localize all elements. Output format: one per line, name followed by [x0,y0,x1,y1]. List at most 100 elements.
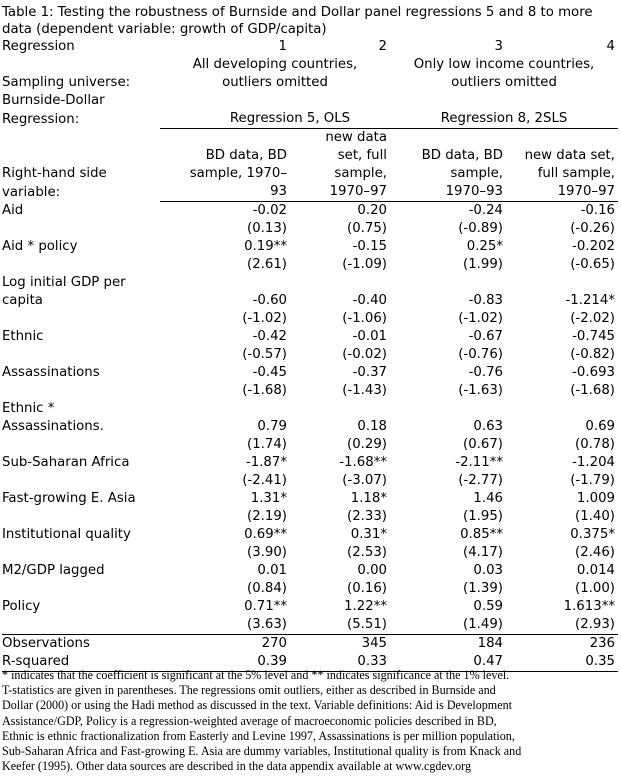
coefficient-value: 0.79 [257,419,287,434]
variable-label: Assassinations [2,365,100,380]
tstat-row: (3.90) (2.53) (4.17) (2.46) [2,544,618,562]
regression-number-row: Regression 1 2 3 4 [2,38,618,56]
tstat-value: (-0.26) [570,221,615,236]
tstat-row: (-2.41) (-3.07) (-2.77) (-1.79) [2,472,618,490]
variable-label: M2/GDP lagged [2,563,105,578]
column-head: sample, 1970– [189,166,287,181]
variable-label: Log initial GDP per [2,275,126,290]
coefficient-value: 1.46 [473,491,503,506]
tstat-row: (2.61) (-1.09) (1.99) (-0.65) [2,256,618,274]
tstat-row: (2.19) (2.33) (1.95) (1.40) [2,508,618,526]
tstat-value: (-1.02) [458,311,503,326]
rhs-label: variable: [2,184,61,200]
blank [2,220,160,238]
observations-value: 345 [290,634,390,653]
coefficient-value: 0.03 [473,563,503,578]
column-head: new data [325,130,387,145]
note-line: Assistance/GDP, Policy is a regression-w… [2,713,497,728]
tstat-value: (-1.68) [570,383,615,398]
coefficient-value: -0.24 [468,203,503,218]
tstat-value: (-2.41) [242,473,287,488]
blank [290,92,390,110]
variable-label: Aid [2,203,24,218]
tstat-value: (-0.57) [242,347,287,362]
blank [506,92,618,110]
column-head-row-3: Right-hand side sample, 1970– sample, sampl… [2,165,618,183]
tstat-value: (-0.82) [570,347,615,362]
blank [390,92,506,110]
tstat-value: (0.75) [347,221,387,236]
blank [2,508,160,526]
coefficient-value: 0.31* [350,527,387,542]
variable-label: Policy [2,599,41,614]
universe-row-1: All developing countries, Only low income… [2,56,618,74]
variable-label: Aid * policy [2,239,78,254]
bd-regression-row-1: Burnside-Dollar [2,92,618,110]
blank [160,92,290,110]
universe-left: outliers omitted [222,75,328,90]
regression-number: 1 [278,39,287,54]
blank [160,274,290,292]
column-head [506,129,618,148]
coefficient-value: -2.11** [455,455,503,470]
sampling-label: Sampling universe: [2,75,131,90]
universe-left: All developing countries, [192,57,358,72]
column-head-row-2: BD data, BD set, full BD data, BD new data … [2,147,618,165]
tstat-value: (-0.02) [342,347,387,362]
variable-label-row: Ethnic * [2,400,618,418]
coefficient-value: -1.214* [565,293,615,308]
blank [2,310,160,328]
tstat-value: (4.17) [463,545,503,560]
column-head: 1970–97 [506,183,618,202]
coefficient-value: -0.693 [572,365,615,380]
tstat-value: (-2.02) [570,311,615,326]
coefficient-value: -0.42 [252,329,287,344]
universe-row-2: Sampling universe: outliers omitted outlie… [2,74,618,92]
column-head: 93 [160,183,290,202]
blank [506,274,618,292]
coefficient-value: 1.22** [344,599,387,614]
tstat-value: (1.74) [247,437,287,452]
tstat-value: (-0.65) [570,257,615,272]
rsquared-label: R-squared [2,653,160,672]
coefficient-value: -0.02 [252,203,287,218]
tstat-value: (3.90) [247,545,287,560]
coefficient-value: -0.15 [352,239,387,254]
variable-label: Fast-growing E. Asia [2,491,136,506]
coefficient-value: -0.40 [352,293,387,308]
table-notes: * indicates that the coefficient is sign… [2,668,618,774]
tstat-value: (0.84) [247,581,287,596]
blank [2,129,160,148]
tstat-row: (1.74) (0.29) (0.67) (0.78) [2,436,618,454]
note-line: Sub-Saharan Africa and Fast-growing E. A… [2,744,522,759]
observations-value: 236 [506,634,618,653]
coefficient-value: -1.87* [245,455,287,470]
blank [2,382,160,400]
column-head: new data set, [524,148,615,163]
tstat-value: (1.99) [463,257,503,272]
coefficient-value: 0.00 [357,563,387,578]
regression-number: 2 [378,39,387,54]
column-head [390,129,506,148]
coefficient-row: capita -0.60 -0.40 -0.83 -1.214* [2,292,618,310]
blank [2,346,160,364]
bd-regression-label: Regression: [2,111,80,127]
column-head: 1970–97 [290,183,390,202]
tstat-row: (3.63) (5.51) (1.49) (2.93) [2,616,618,635]
coefficient-value: -0.01 [352,329,387,344]
tstat-row: (0.13) (0.75) (-0.89) (-0.26) [2,220,618,238]
coefficient-value: -0.37 [352,365,387,380]
coefficient-row: Assassinations. 0.79 0.18 0.63 0.69 [2,418,618,436]
tstat-value: (2.53) [347,545,387,560]
blank [2,436,160,454]
coefficient-value: -1.68** [339,455,387,470]
coefficient-value: 0.18 [357,419,387,434]
variable-label: Institutional quality [2,527,131,542]
coefficient-row: Aid -0.02 0.20 -0.24 -0.16 [2,202,618,221]
note-line: Dollar (2000) or using the Hadi method a… [2,698,512,713]
coefficient-row: Policy 0.71** 1.22** 0.59 1.613** [2,598,618,616]
coefficient-row: Sub-Saharan Africa -1.87* -1.68** -2.11** -1… [2,454,618,472]
blank [2,147,160,165]
observations-value: 270 [160,634,290,653]
coefficient-row: Institutional quality 0.69** 0.31* 0.85** 0.… [2,526,618,544]
